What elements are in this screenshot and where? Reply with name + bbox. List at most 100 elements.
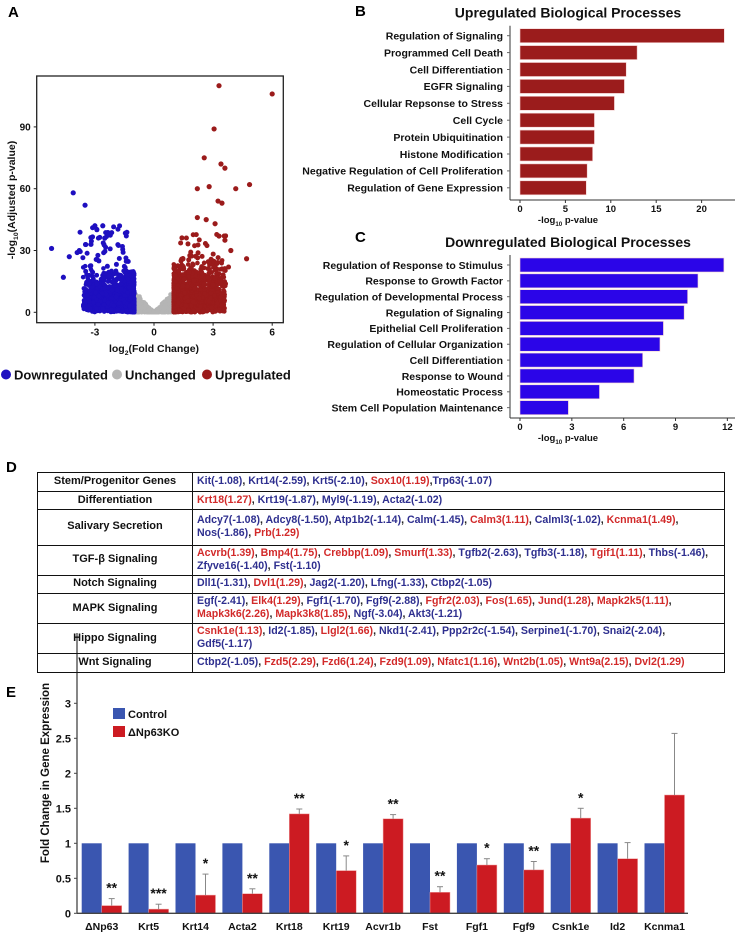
x-tick-label: 12 [722, 422, 733, 433]
point-upregulated [186, 273, 191, 279]
point-downregulated [82, 202, 88, 208]
point-downregulated [120, 249, 126, 255]
table-row: MAPK Signaling Egf(-2.41), Elk4(1.29), Fg… [37, 592, 725, 624]
point-upregulated [269, 91, 275, 97]
category-label: Acta2 [228, 921, 257, 933]
point-downregulated [122, 293, 128, 298]
point-downregulated [106, 231, 112, 237]
gene-up: Krt18(1.27) [197, 493, 252, 506]
point-upregulated [216, 83, 222, 89]
x-tick-label: 0 [517, 422, 522, 433]
point-upregulated [210, 251, 216, 257]
gene-down: Serpine1(-1.70) [520, 624, 597, 637]
gene-down: Ctbp2(-1.05) [430, 577, 492, 590]
x-tick-label: 5 [563, 204, 569, 215]
point-downregulated [93, 257, 99, 263]
x-tick-label: -3 [90, 328, 99, 339]
point-downregulated [105, 300, 111, 306]
gene-down: Fgf9(-2.88) [366, 594, 420, 607]
x-tick-label: 20 [696, 204, 707, 215]
point-upregulated [208, 290, 214, 296]
bar-control [363, 843, 384, 914]
point-upregulated [220, 272, 226, 278]
bar-ko [476, 864, 498, 914]
point-upregulated [198, 266, 204, 272]
bar-ko [289, 813, 310, 914]
gene-up: Mapk2k5(1.11) [596, 594, 669, 607]
significance-marker: *** [150, 885, 167, 901]
genes-cell: Csnk1e(1.13), Id2(-1.85), Llgl2(1.66), N… [192, 622, 725, 654]
gene-down: Egf(-2.41) [197, 594, 246, 607]
y-tick-label: 0 [65, 908, 71, 920]
point-downregulated [125, 276, 131, 282]
gene-up: Fzd5(2.29) [264, 656, 316, 669]
category-label: Programmed Cell Death [384, 47, 503, 59]
gene-up: Fzd9(1.09) [379, 656, 432, 669]
category-label: Stem Cell Population Maintenance [331, 402, 503, 414]
point-upregulated [171, 309, 177, 314]
significance-marker: ** [388, 796, 399, 812]
y-tick-label: 1.5 [56, 803, 71, 815]
bar-ko [335, 870, 357, 914]
point-upregulated [190, 261, 195, 267]
category-label: ΔNp63 [85, 921, 118, 933]
bar [519, 273, 699, 289]
y-axis-label-part: -log [6, 240, 18, 259]
point-upregulated [211, 126, 217, 132]
point-upregulated [206, 270, 212, 276]
category-label: Krt19 [323, 921, 350, 933]
point-downregulated [103, 271, 108, 276]
bar-control [644, 843, 665, 914]
point-downregulated [109, 287, 115, 293]
legend-swatch-ko [113, 726, 125, 737]
point-downregulated [109, 296, 115, 301]
bar-control [316, 843, 337, 914]
bar-control [269, 843, 290, 914]
legend-label: Downregulated [14, 368, 108, 383]
significance-marker: * [343, 837, 349, 853]
significance-marker: * [203, 855, 209, 871]
point-upregulated [206, 279, 212, 285]
x-axis-label-part: 10 [555, 221, 562, 228]
point-downregulated [87, 263, 93, 269]
point-downregulated [80, 274, 86, 280]
point-upregulated [219, 200, 225, 206]
point-upregulated [185, 298, 191, 304]
category-label: Cellular Repsonse to Stress [364, 98, 504, 110]
bar-ko [242, 893, 263, 914]
gene-down: Atp1b2(-1.14) [334, 513, 402, 526]
y-tick-label: 0 [25, 308, 31, 319]
gene-up: Mapk3k6(2.26) [197, 608, 270, 621]
point-downregulated [111, 224, 117, 230]
point-unchanged [160, 309, 165, 315]
point-upregulated [182, 290, 187, 296]
gene-down: Fgf1(-1.70) [306, 594, 361, 607]
point-upregulated [216, 307, 222, 312]
point-downregulated [77, 229, 83, 235]
category-label: Acvr1b [365, 921, 401, 933]
category-label: Response to Growth Factor [365, 276, 503, 288]
category-cell: Wnt Signaling [37, 652, 193, 673]
gene-up: Mapk3k8(1.85) [275, 608, 348, 621]
point-upregulated [197, 304, 203, 309]
gene-down: Akt3(-1.21) [408, 608, 463, 621]
category-label: Regulation of Response to Stimulus [323, 260, 503, 272]
point-downregulated [92, 223, 98, 229]
genes-cell: Adcy7(-1.08), Adcy8(-1.50), Atp1b2(-1.14… [192, 508, 725, 546]
point-upregulated [194, 186, 200, 192]
point-upregulated [226, 264, 232, 270]
y-axis-label: Fold Change in Gene Expression [40, 683, 52, 863]
genes-cell: Ctbp2(-1.05), Fzd5(2.29), Fzd6(1.24), Fz… [192, 652, 725, 673]
point-downregulated [100, 275, 106, 281]
bar-ko [617, 858, 638, 914]
gene-down: Nkd1(-2.41) [378, 624, 437, 637]
point-upregulated [201, 260, 207, 266]
category-label: Kcnma1 [644, 921, 685, 933]
panel-label-a: A [8, 4, 19, 21]
significance-marker: * [578, 789, 584, 805]
table-row: Stem/Progenitor Genes Kit(-1.08), Krt14(-… [37, 471, 725, 493]
gene-down: Dll1(-1.31) [197, 577, 248, 590]
gene-down: Acta2(-1.02) [382, 493, 443, 506]
point-downregulated [111, 271, 117, 277]
gene-up: Prb(1.29) [254, 527, 300, 540]
